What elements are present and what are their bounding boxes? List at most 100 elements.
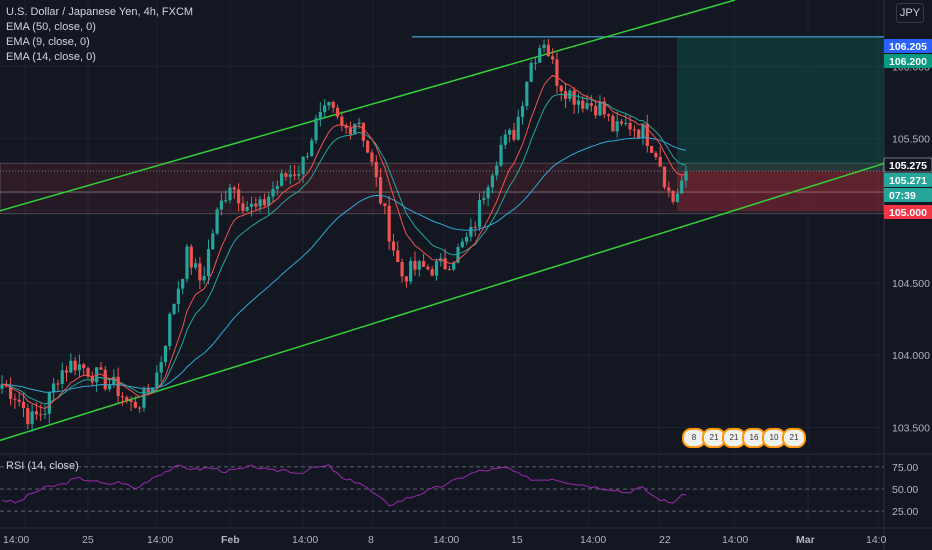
time-tick-label: 14:00 [580, 534, 606, 546]
candle [602, 101, 606, 115]
price-badge: 105.275 [883, 157, 932, 173]
price-badge: 07:39 [884, 188, 932, 202]
candle [331, 101, 335, 108]
candle [465, 236, 469, 242]
time-tick-label: 14:0 [866, 534, 887, 546]
candle [606, 114, 611, 116]
candle [56, 383, 60, 385]
candle [163, 346, 168, 363]
candle [241, 203, 245, 211]
candle [219, 200, 223, 210]
candle [520, 106, 525, 117]
rsi-label: RSI (14, close) [6, 460, 79, 472]
currency-button[interactable]: JPY [896, 3, 924, 23]
ema-14-label: EMA (14, close, 0) [6, 51, 96, 63]
candle [529, 62, 533, 82]
candle [249, 203, 254, 207]
candle [292, 174, 297, 176]
price-badge-bg [884, 173, 932, 187]
candle [297, 174, 301, 176]
candle [434, 261, 439, 276]
candle [17, 399, 21, 402]
candle [589, 103, 593, 106]
candle [172, 303, 176, 314]
candle [228, 187, 232, 201]
candle [546, 44, 550, 57]
candle [469, 226, 473, 237]
candle [551, 56, 555, 60]
price-badge: 105.000 [884, 205, 932, 219]
candle [310, 140, 314, 157]
price-badge-bg [884, 188, 932, 202]
rsi-tick-label: 50.00 [892, 484, 918, 496]
candle [662, 166, 667, 188]
candle [624, 123, 628, 125]
rsi-tick-label: 25.00 [892, 506, 918, 518]
candle [421, 261, 426, 267]
candle [443, 258, 447, 270]
candle [284, 173, 288, 177]
candle [391, 241, 396, 251]
candle [495, 165, 499, 176]
candle [654, 152, 658, 157]
price-badge-label: 105.000 [889, 207, 927, 219]
candle [594, 105, 598, 116]
candle [189, 246, 193, 268]
candle [447, 269, 451, 271]
candle [460, 241, 464, 248]
candle [13, 398, 17, 400]
candle [86, 368, 90, 377]
candle [77, 364, 82, 371]
candle [120, 396, 125, 398]
candle [340, 116, 344, 126]
candle [572, 90, 576, 105]
candle [353, 124, 357, 135]
candle [348, 128, 353, 135]
event-flag-icon[interactable]: 21 [782, 428, 806, 448]
ema-9-line [1, 74, 687, 410]
candle [237, 189, 241, 204]
candle [288, 174, 292, 177]
time-tick-label: 14:00 [433, 534, 459, 546]
candle [632, 129, 636, 131]
candle [335, 107, 340, 117]
stop-loss-zone [677, 171, 884, 211]
price-badge-label: 106.200 [889, 56, 927, 68]
candle [107, 384, 112, 390]
candle [215, 209, 219, 234]
candle [305, 156, 310, 158]
symbol-title: U.S. Dollar / Japanese Yen, 4h, FXCM [6, 6, 194, 18]
rsi-line [1, 464, 687, 507]
time-tick-label: Mar [796, 534, 815, 546]
candle [211, 233, 215, 250]
candle [125, 397, 129, 401]
candle [318, 112, 322, 119]
candles [0, 39, 688, 433]
candle [611, 115, 615, 132]
candle [378, 177, 383, 204]
candle [383, 203, 387, 206]
candle [619, 121, 624, 124]
price-badge-label: 07:39 [889, 190, 916, 202]
candle [99, 367, 103, 370]
time-tick-label: Feb [221, 534, 240, 546]
price-badge: 105.271 [884, 173, 932, 187]
candle [82, 364, 86, 369]
price-badge-label: 105.275 [889, 160, 927, 172]
candle [138, 407, 142, 409]
time-tick-label: 14:00 [3, 534, 29, 546]
candle [533, 62, 538, 64]
candle [671, 191, 675, 202]
candle [206, 249, 211, 277]
candle [280, 173, 284, 186]
candle [581, 100, 585, 109]
candle [499, 144, 503, 166]
candle [0, 384, 4, 389]
candle [129, 400, 133, 402]
candle [150, 387, 155, 393]
economic-events[interactable]: 8 21 21 16 10 21 [682, 428, 806, 448]
candle [555, 59, 559, 86]
rsi-tick-label: 75.00 [892, 462, 918, 474]
price-badge-label: 105.271 [889, 175, 927, 187]
